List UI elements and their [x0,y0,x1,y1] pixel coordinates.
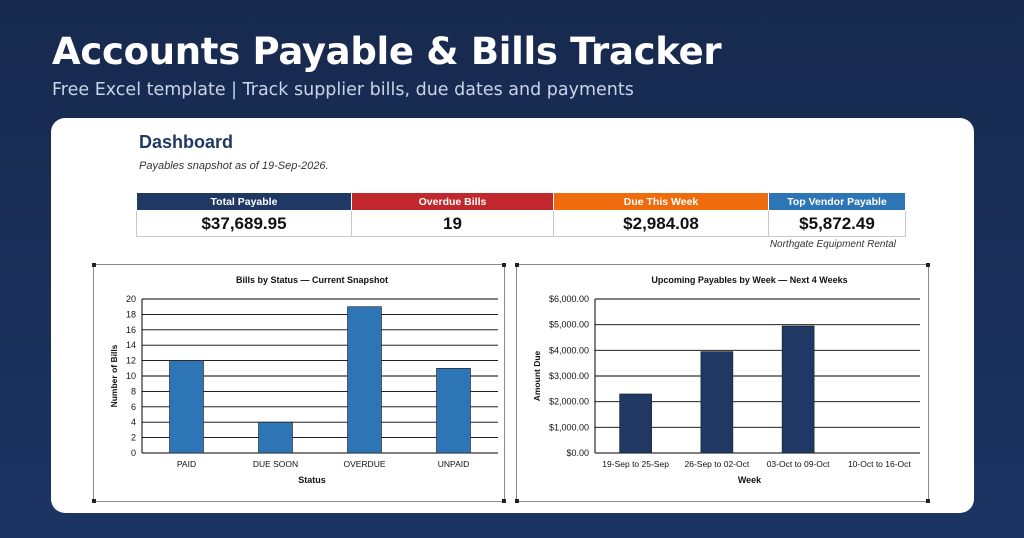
kpi-value-top-vendor: $5,872.49 [768,210,906,237]
snapshot-date: Payables snapshot as of 19-Sep-2026. [139,160,329,172]
y-tick-label: $0.00 [566,448,589,458]
y-tick-label: 16 [126,325,136,335]
y-tick-label: 0 [131,448,136,458]
bar-03-oct-to-09-oct [781,325,815,454]
y-tick-label: $1,000.00 [549,422,589,432]
y-tick-label: 2 [131,433,136,443]
x-tick-label: UNPAID [438,459,470,469]
bar-26-sep-to-02-oct [700,351,734,454]
x-tick-label: DUE SOON [253,459,298,469]
bills-by-status-chart: Bills by Status — Current Snapshot 0 2 4 6 8 1… [92,263,506,503]
kpi-value-due-this-week: $2,984.08 [553,210,769,237]
x-tick-label: PAID [177,459,196,469]
y-tick-label: 6 [131,402,136,412]
y-tick-label: 10 [126,371,136,381]
kpi-label-due-this-week: Due This Week [553,192,769,211]
dashboard-title: Dashboard [139,132,234,152]
y-tick-label: 4 [131,417,136,427]
upcoming-payables-chart: Upcoming Payables by Week — Next 4 Weeks… [515,263,930,503]
y-axis-label: Amount Due [532,350,542,401]
chart-title: Upcoming Payables by Week — Next 4 Weeks [651,275,847,285]
y-tick-label: 12 [126,356,136,366]
y-tick-label: 20 [126,294,136,304]
page-subtitle: Free Excel template | Track supplier bil… [52,80,634,100]
x-tick-label: 03-Oct to 09-Oct [767,459,830,469]
bar-due-soon [258,421,293,454]
y-axis-label: Number of Bills [109,344,119,407]
x-tick-label: OVERDUE [343,459,385,469]
y-tick-label: $6,000.00 [549,294,589,304]
page-title: Accounts Payable & Bills Tracker [52,30,722,73]
x-tick-label: 10-Oct to 16-Oct [848,459,911,469]
y-tick-label: 14 [126,340,136,350]
chart-title: Bills by Status — Current Snapshot [236,275,388,285]
top-vendor-name: Northgate Equipment Rental [769,239,896,250]
bills-by-status-svg: Bills by Status — Current Snapshot 0 2 4 6 8 1… [109,275,498,485]
y-tick-label: $4,000.00 [549,345,589,355]
kpi-table: Total Payable Overdue Bills Due This Wee… [136,192,906,237]
bar-unpaid [436,368,471,454]
bar-paid [169,360,204,454]
x-tick-label: 19-Sep to 25-Sep [602,459,669,469]
kpi-value-total-payable: $37,689.95 [136,210,352,237]
x-axis-label: Status [298,475,326,485]
bar-19-sep-to-25-sep [619,393,652,454]
bar-overdue [347,306,382,454]
x-tick-label: 26-Sep to 02-Oct [685,459,750,469]
kpi-value-overdue-bills: 19 [351,210,554,237]
kpi-label-overdue-bills: Overdue Bills [351,192,554,211]
y-tick-label: $3,000.00 [549,371,589,381]
y-tick-label: $2,000.00 [549,397,589,407]
dashboard-card: Dashboard Payables snapshot as of 19-Sep… [51,118,974,513]
upcoming-payables-svg: Upcoming Payables by Week — Next 4 Weeks… [532,275,920,485]
kpi-label-total-payable: Total Payable [136,192,352,211]
kpi-label-top-vendor: Top Vendor Payable [768,192,906,211]
y-tick-label: 8 [131,386,136,396]
y-tick-label: $5,000.00 [549,320,589,330]
y-tick-label: 18 [126,309,136,319]
x-axis-label: Week [738,475,762,485]
